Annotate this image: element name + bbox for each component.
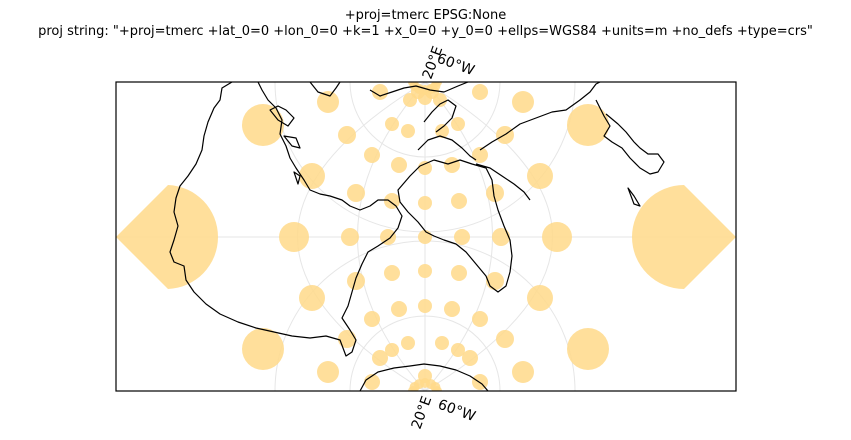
tissot-circle xyxy=(567,104,609,146)
tissot-circle xyxy=(512,91,534,113)
tissot-circle xyxy=(435,124,449,138)
latitude-gridline xyxy=(349,315,501,391)
tissot-circle xyxy=(418,264,432,278)
map-title: +proj=tmerc EPSG:None xyxy=(344,8,507,23)
coastline-arctic-islands xyxy=(283,135,301,149)
coastline-island xyxy=(627,187,641,207)
tissot-circle xyxy=(242,328,284,370)
tissot-circle xyxy=(486,184,504,202)
tissot-edge-shape-left xyxy=(116,185,219,289)
lon-label-top-60w: 60°W xyxy=(435,51,477,79)
tissot-circle xyxy=(338,126,356,144)
tissot-circle-pole xyxy=(430,382,441,391)
tissot-circle xyxy=(542,222,572,252)
tissot-circle xyxy=(451,193,467,209)
tissot-circle xyxy=(418,196,432,210)
latitude-gridline xyxy=(349,82,501,158)
tissot-circle xyxy=(341,228,359,246)
tissot-circle xyxy=(486,272,504,290)
tissot-circle xyxy=(444,157,460,173)
tissot-circle xyxy=(347,184,365,202)
tissot-circle xyxy=(472,147,488,163)
tissot-circle xyxy=(451,343,465,357)
tissot-circle xyxy=(472,311,488,327)
tissot-circle xyxy=(567,328,609,370)
tissot-circle xyxy=(451,117,465,131)
tissot-circle xyxy=(472,84,488,100)
tissot-circle xyxy=(527,163,553,189)
tissot-circle xyxy=(435,336,449,350)
lon-label-bottom-60w: 60°W xyxy=(436,397,478,425)
tissot-circle xyxy=(279,222,309,252)
coastline-eurasia-east xyxy=(479,82,665,175)
tissot-circle xyxy=(364,147,380,163)
tissot-circle xyxy=(454,229,470,245)
tissot-circle xyxy=(418,299,432,313)
tissot-indicatrix-layer xyxy=(242,82,609,391)
tissot-circle xyxy=(496,330,514,348)
tissot-circle xyxy=(391,301,407,317)
tissot-circle xyxy=(462,350,478,366)
coastline-middle-east xyxy=(475,163,531,201)
tissot-circle xyxy=(385,117,399,131)
tissot-circle xyxy=(391,157,407,173)
tissot-circle xyxy=(372,84,388,100)
map-frame xyxy=(115,81,737,392)
coastline-greenland xyxy=(309,82,341,97)
tissot-circle xyxy=(384,193,400,209)
tissot-circle xyxy=(347,272,365,290)
coastline-arctic-north xyxy=(369,82,469,97)
tissot-circle xyxy=(299,285,325,311)
tissot-circle xyxy=(492,228,510,246)
coastline-antarctica xyxy=(359,363,489,391)
tissot-circle xyxy=(527,285,553,311)
coastline-scandinavia xyxy=(423,99,457,133)
coastline-africa-europe xyxy=(397,159,513,293)
tissot-circle xyxy=(338,330,356,348)
tissot-circle xyxy=(317,91,339,113)
tissot-circle xyxy=(364,311,380,327)
tissot-circle xyxy=(451,265,467,281)
tissot-circle xyxy=(418,230,432,244)
tissot-circle xyxy=(384,265,400,281)
tissot-edge-shape-right xyxy=(632,185,736,289)
map-subtitle-proj-string: proj string: "+proj=tmerc +lat_0=0 +lon_… xyxy=(38,24,813,39)
tissot-circle xyxy=(444,301,460,317)
coastline-europe-north xyxy=(417,135,477,161)
coastlines xyxy=(169,82,665,391)
coastline-americas xyxy=(169,82,403,357)
tissot-circle xyxy=(385,343,399,357)
tissot-circle xyxy=(372,350,388,366)
tissot-circle xyxy=(512,361,534,383)
tissot-circle xyxy=(418,161,432,175)
tissot-circle xyxy=(380,229,396,245)
tissot-circle xyxy=(299,163,325,189)
lon-label-bottom-20e: 20°E xyxy=(409,394,436,431)
coastline-arctic-islands xyxy=(269,105,295,127)
tissot-circle xyxy=(317,361,339,383)
coastline-island xyxy=(293,171,301,185)
tissot-circle xyxy=(401,124,415,138)
tissot-circle xyxy=(401,336,415,350)
